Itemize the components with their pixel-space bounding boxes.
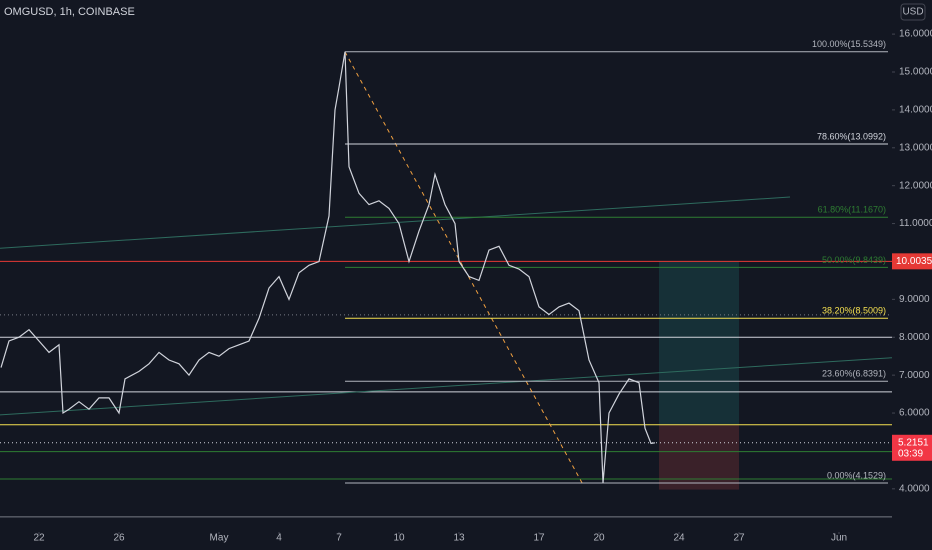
fib-label: 0.00%(4.1529) [827, 470, 886, 480]
y-tick-label: 15.0000 [899, 67, 932, 78]
fib-label: 23.60%(6.8391) [822, 369, 886, 379]
price-line [0, 51, 656, 484]
fib-label: 38.20%(8.5009) [822, 306, 886, 316]
y-tick-label: 14.0000 [899, 105, 932, 116]
currency-box[interactable] [900, 3, 926, 21]
last-price-tag [892, 434, 932, 461]
countdown: 03:39 [898, 448, 923, 459]
x-tick-label: 17 [533, 533, 545, 544]
level-tag [892, 253, 932, 270]
fib-label: 50.00%(9.8439) [822, 255, 886, 265]
fib-label: 100.00%(15.5349) [812, 39, 886, 49]
chart-title: OMGUSD, 1h, COINBASE [4, 6, 135, 18]
x-tick-label: 7 [336, 533, 342, 544]
y-tick-label: 11.0000 [899, 218, 932, 229]
x-tick-label: 10 [393, 533, 405, 544]
y-tick-label: 7.0000 [899, 370, 930, 381]
x-tick-label: Jun [831, 533, 847, 544]
x-tick-label: May [210, 533, 229, 544]
trendline [0, 357, 893, 416]
fib-label: 61.80%(11.1670) [818, 205, 886, 215]
y-tick-label: 12.0000 [899, 180, 932, 191]
trendline [0, 196, 791, 249]
x-tick-label: 13 [453, 533, 465, 544]
x-tick-label: 24 [673, 533, 685, 544]
position-profit [659, 261, 739, 425]
y-tick-label: 16.0000 [899, 29, 932, 40]
y-tick-label: 4.0000 [899, 483, 930, 494]
trendline [344, 51, 583, 484]
position-loss [659, 424, 739, 490]
y-tick-label: 8.0000 [899, 332, 930, 343]
currency: USD [902, 7, 923, 18]
x-tick-label: 4 [276, 533, 282, 544]
x-tick-label: 26 [113, 533, 125, 544]
y-tick-label: 13.0000 [899, 142, 932, 153]
fib-label: 78.60%(13.0992) [817, 131, 886, 141]
x-tick-label: 20 [593, 533, 605, 544]
y-tick-label: 9.0000 [899, 294, 930, 305]
x-tick-label: 27 [733, 533, 745, 544]
y-tick-label: 6.0000 [899, 408, 930, 419]
level-tag-label: 10.0035 [896, 256, 932, 267]
x-tick-label: 22 [33, 533, 45, 544]
last-price-label: 5.2151 [898, 437, 929, 448]
